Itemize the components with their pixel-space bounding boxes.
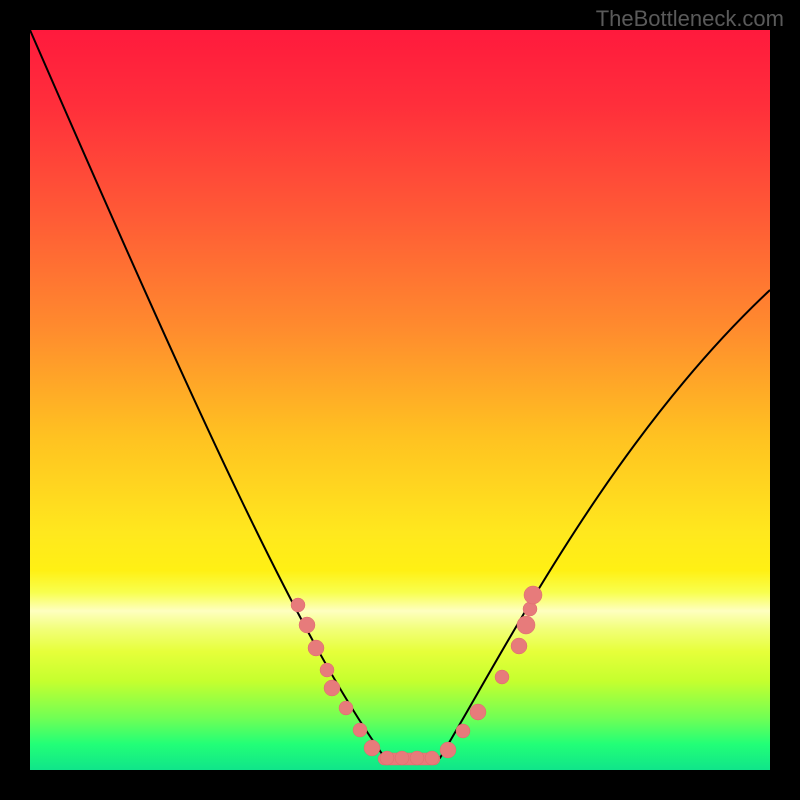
marker-dot (299, 617, 315, 633)
marker-dot (440, 742, 456, 758)
marker-dot (524, 586, 542, 604)
marker-dot (320, 663, 334, 677)
marker-dot (353, 723, 367, 737)
marker-dot (395, 751, 409, 765)
marker-dot (380, 751, 394, 765)
marker-dot (511, 638, 527, 654)
marker-dot (517, 616, 535, 634)
marker-dot (364, 740, 380, 756)
marker-dot (495, 670, 509, 684)
marker-dot (425, 751, 439, 765)
marker-dot (291, 598, 305, 612)
plot-background-gradient (30, 30, 770, 770)
marker-dot (470, 704, 486, 720)
marker-dot (523, 602, 537, 616)
marker-dot (308, 640, 324, 656)
marker-dot (456, 724, 470, 738)
marker-dot (410, 751, 424, 765)
marker-dot (324, 680, 340, 696)
marker-dot (339, 701, 353, 715)
bottleneck-chart (0, 0, 800, 800)
watermark-text: TheBottleneck.com (596, 6, 784, 32)
